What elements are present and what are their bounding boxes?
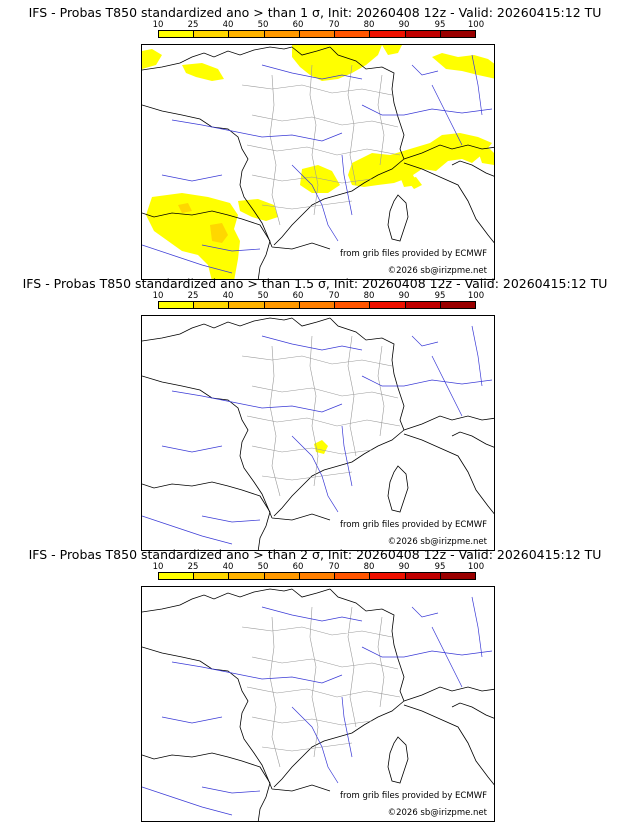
panel-title: IFS - Probas T850 standardized ano > tha… bbox=[28, 5, 602, 20]
probability-areas-higher bbox=[178, 203, 228, 243]
tick-label: 80 bbox=[363, 20, 375, 30]
data-credit: from grib files provided by ECMWF bbox=[339, 249, 488, 259]
tick-label: 50 bbox=[257, 562, 269, 572]
colorbar-swatch bbox=[159, 573, 195, 579]
data-credit: from grib files provided by ECMWF bbox=[339, 791, 488, 801]
colorbar-swatch bbox=[335, 31, 371, 37]
tick-label: 70 bbox=[328, 562, 340, 572]
copyright: ©2026 sb@irizpme.net bbox=[386, 537, 488, 547]
panel-title: IFS - Probas T850 standardized ano > tha… bbox=[28, 547, 602, 562]
colorbar-swatch bbox=[335, 302, 371, 308]
colorbar-swatch bbox=[405, 31, 441, 37]
tick-label: 90 bbox=[398, 20, 410, 30]
colorbar-swatch bbox=[335, 573, 371, 579]
tick-label: 25 bbox=[187, 20, 199, 30]
colorbar-swatch bbox=[194, 573, 230, 579]
tick-label: 50 bbox=[257, 20, 269, 30]
copyright: ©2026 sb@irizpme.net bbox=[386, 808, 488, 818]
colorbar-swatch bbox=[194, 302, 230, 308]
colorbar-ticks: 10 25 40 50 60 70 80 90 95 100 bbox=[140, 20, 490, 30]
colorbar-swatch bbox=[299, 573, 336, 579]
colorbar-swatch bbox=[264, 31, 300, 37]
copyright: ©2026 sb@irizpme.net bbox=[386, 266, 488, 276]
colorbar-swatch bbox=[264, 302, 300, 308]
tick-label: 100 bbox=[467, 562, 485, 572]
colorbar-swatch bbox=[229, 302, 265, 308]
tick-label: 80 bbox=[363, 562, 375, 572]
tick-label: 70 bbox=[328, 20, 340, 30]
tick-label: 40 bbox=[222, 291, 234, 301]
tick-label: 100 bbox=[467, 291, 485, 301]
probability-map: from grib files provided by ECMWF ©2026 … bbox=[141, 315, 495, 551]
map-svg bbox=[142, 317, 494, 550]
tick-label: 90 bbox=[398, 291, 410, 301]
tick-label: 25 bbox=[187, 291, 199, 301]
tick-label: 10 bbox=[152, 291, 164, 301]
colorbar-swatch bbox=[440, 302, 475, 308]
tick-label: 60 bbox=[292, 20, 304, 30]
tick-label: 60 bbox=[292, 291, 304, 301]
colorbar-swatch bbox=[194, 31, 230, 37]
colorbar bbox=[158, 301, 476, 309]
tick-label: 70 bbox=[328, 291, 340, 301]
panel-1-sigma: IFS - Probas T850 standardized ano > tha… bbox=[0, 5, 630, 280]
colorbar-swatch bbox=[299, 31, 336, 37]
tick-label: 50 bbox=[257, 291, 269, 301]
tick-label: 90 bbox=[398, 562, 410, 572]
colorbar-swatch bbox=[440, 31, 475, 37]
colorbar-ticks: 10 25 40 50 60 70 80 90 95 100 bbox=[140, 291, 490, 301]
colorbar-swatch bbox=[159, 302, 195, 308]
colorbar-swatch bbox=[405, 573, 441, 579]
tick-label: 95 bbox=[434, 291, 446, 301]
tick-label: 80 bbox=[363, 291, 375, 301]
tick-label: 10 bbox=[152, 562, 164, 572]
panel-title: IFS - Probas T850 standardized ano > tha… bbox=[22, 276, 608, 291]
colorbar-swatch bbox=[370, 302, 406, 308]
colorbar-swatch bbox=[405, 302, 441, 308]
tick-label: 100 bbox=[467, 20, 485, 30]
colorbar-swatch bbox=[264, 573, 300, 579]
tick-label: 95 bbox=[434, 20, 446, 30]
tick-label: 25 bbox=[187, 562, 199, 572]
colorbar-swatch bbox=[440, 573, 475, 579]
colorbar bbox=[158, 30, 476, 38]
panel-1-5-sigma: IFS - Probas T850 standardized ano > tha… bbox=[0, 276, 630, 551]
colorbar-ticks: 10 25 40 50 60 70 80 90 95 100 bbox=[140, 562, 490, 572]
colorbar-swatch bbox=[299, 302, 336, 308]
probability-map: from grib files provided by ECMWF ©2026 … bbox=[141, 586, 495, 822]
data-credit: from grib files provided by ECMWF bbox=[339, 520, 488, 530]
colorbar-swatch bbox=[229, 573, 265, 579]
probability-map: from grib files provided by ECMWF ©2026 … bbox=[141, 44, 495, 280]
probability-areas bbox=[142, 45, 494, 279]
tick-label: 60 bbox=[292, 562, 304, 572]
tick-label: 40 bbox=[222, 562, 234, 572]
tick-label: 10 bbox=[152, 20, 164, 30]
colorbar-swatch bbox=[370, 573, 406, 579]
colorbar bbox=[158, 572, 476, 580]
colorbar-swatch bbox=[229, 31, 265, 37]
colorbar-swatch bbox=[159, 31, 195, 37]
tick-label: 95 bbox=[434, 562, 446, 572]
colorbar-swatch bbox=[370, 31, 406, 37]
tick-label: 40 bbox=[222, 20, 234, 30]
panel-2-sigma: IFS - Probas T850 standardized ano > tha… bbox=[0, 547, 630, 822]
map-svg bbox=[142, 588, 494, 821]
map-svg bbox=[142, 45, 494, 279]
